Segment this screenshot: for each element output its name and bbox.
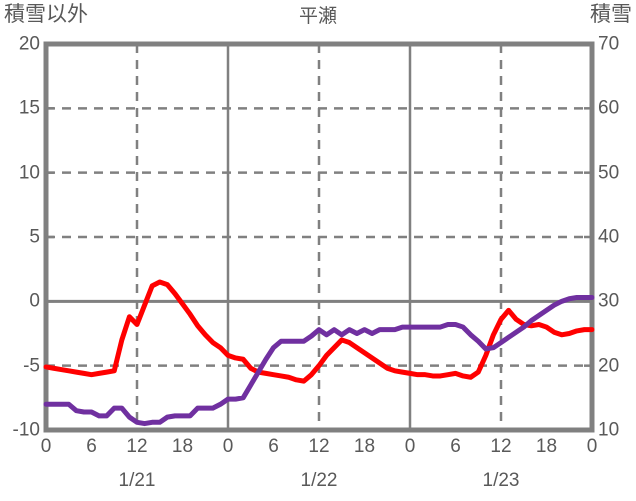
left-axis-tick-label: 20: [18, 33, 40, 55]
x-axis-tick-label: 0: [586, 436, 598, 457]
right-axis-tick-label: 30: [598, 290, 620, 312]
left-axis-tick-label: -10: [12, 419, 40, 441]
right-axis-title: 積雪: [590, 3, 632, 26]
x-axis-tick-label: 18: [535, 436, 558, 457]
left-axis-tick-label: 10: [18, 162, 40, 184]
x-axis-tick-label: 0: [40, 436, 52, 457]
x-axis-date-label: 1/23: [482, 470, 520, 491]
right-axis-tick-label: 70: [598, 33, 620, 55]
data-series-layer: [43, 279, 595, 427]
left-axis-tick-label: -5: [23, 355, 40, 377]
page-title: 平瀬: [298, 6, 337, 27]
left-axis-tick-label: 5: [29, 226, 40, 248]
x-axis-date-label: 1/22: [300, 470, 338, 491]
right-axis-tick-label: 40: [598, 226, 620, 248]
x-axis-tick-label: 6: [450, 436, 461, 457]
right-axis-tick-label: 60: [598, 97, 620, 119]
gridlines: [46, 44, 592, 430]
x-axis-date-label: 1/21: [118, 470, 156, 491]
x-axis-tick-label: 18: [353, 436, 376, 457]
x-axis-tick-label: 6: [268, 436, 279, 457]
left-axis-tick-label: 0: [29, 290, 40, 312]
x-axis-tick-label: 12: [490, 436, 512, 457]
x-axis-tick-label: 12: [126, 436, 148, 457]
right-axis-tick-label: 50: [598, 162, 620, 184]
x-axis-tick-label: 0: [222, 436, 234, 457]
right-axis-tick-label: 10: [598, 419, 620, 441]
x-axis-tick-label: 0: [404, 436, 416, 457]
series-line-snow: [43, 294, 595, 427]
left-axis-tick-label: 15: [18, 97, 40, 119]
right-axis-tick-label: 20: [598, 355, 620, 377]
x-axis-tick-label: 12: [308, 436, 330, 457]
left-axis-title: 積雪以外: [4, 3, 88, 26]
series-line-temperature: [43, 279, 595, 384]
x-axis-tick-label: 6: [86, 436, 97, 457]
x-axis-tick-label: 18: [171, 436, 194, 457]
